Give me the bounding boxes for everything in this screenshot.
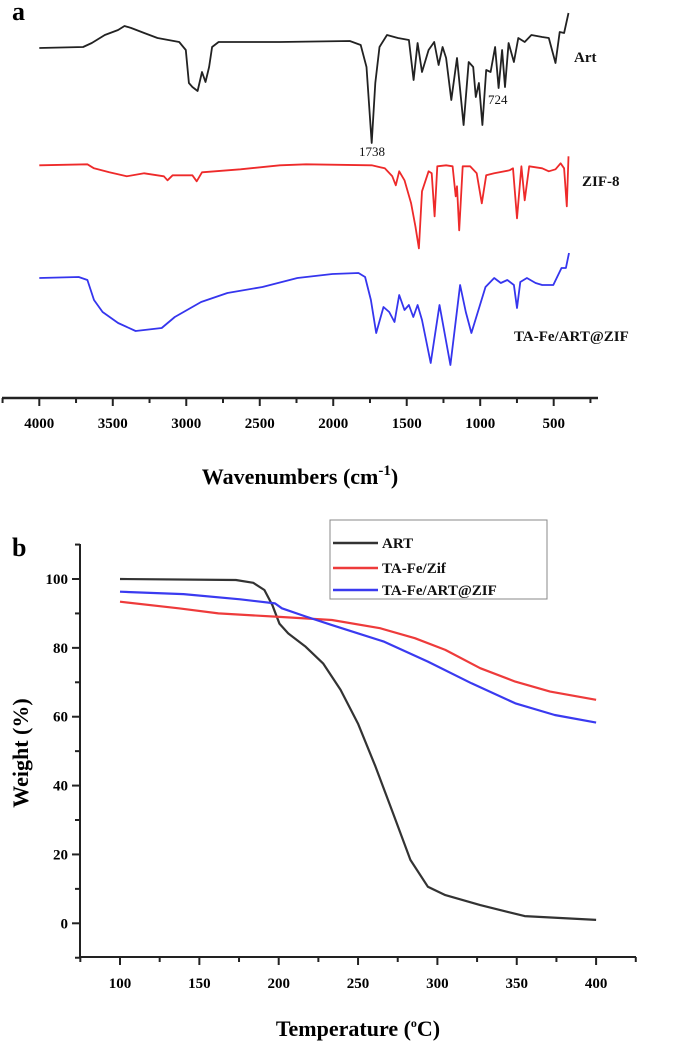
x-tick-label: 100 — [109, 976, 132, 992]
series-label-art: Art — [574, 50, 597, 66]
y-tick-label: 0 — [61, 916, 69, 932]
x-tick-label: 1500 — [392, 416, 422, 432]
series-line-ta-fe-art-zif — [119, 590, 597, 724]
legend-label-ta-fe-art-zif: TA-Fe/ART@ZIF — [382, 583, 497, 599]
y-tick-label: 60 — [53, 710, 68, 726]
panel-a-label: a — [12, 0, 25, 26]
x-tick-label: 4000 — [24, 416, 54, 432]
legend-label-art: ART — [382, 536, 413, 552]
legend-label-ta-fe-zif: TA-Fe/Zif — [382, 561, 447, 577]
x-tick-label: 3000 — [171, 416, 201, 432]
y-tick-label: 80 — [53, 641, 68, 657]
x-tick-label: 2500 — [245, 416, 275, 432]
legend-box — [329, 519, 548, 600]
ftir-traces — [39, 12, 570, 366]
y-tick-label: 20 — [53, 847, 68, 863]
x-tick-label: 1000 — [465, 416, 495, 432]
x-tick-label: 2000 — [318, 416, 348, 432]
x-tick-label: 350 — [506, 976, 529, 992]
axis-ticks-b: 100 150 200 250 300 350 400 0 20 40 60 80 100 — [46, 543, 637, 992]
y-tick-label: 40 — [53, 779, 68, 795]
panel-b-label: b — [12, 533, 26, 562]
x-tick-label: 150 — [188, 976, 211, 992]
x-tick-label: 500 — [542, 416, 565, 432]
x-tick-label: 250 — [347, 976, 370, 992]
x-axis-title-a: Wavenumbers (cm-1) — [202, 463, 398, 489]
series-line-ta-fe-art-zif — [39, 252, 570, 366]
legend: ART TA-Fe/Zif TA-Fe/ART@ZIF — [329, 519, 548, 600]
y-axis-title-b: Weight (%) — [8, 698, 33, 807]
series-line-art — [119, 577, 597, 921]
x-tick-label: 200 — [267, 976, 290, 992]
x-axis-title-b: Temperature (oC) — [276, 1016, 440, 1041]
series-line-art — [39, 12, 570, 144]
series-line-zif-8 — [39, 156, 570, 250]
series-line-ta-fe-zif — [119, 600, 597, 701]
x-tick-label: 400 — [585, 976, 608, 992]
tga-traces — [119, 577, 597, 921]
annotation-1738: 1738 — [359, 144, 385, 159]
series-label-zif8: ZIF-8 — [582, 174, 620, 190]
x-tick-label: 300 — [426, 976, 449, 992]
x-tick-label: 3500 — [98, 416, 128, 432]
y-tick-label: 100 — [46, 572, 69, 588]
annotation-724: 724 — [488, 92, 508, 107]
series-label-ta-fe-art-zif: TA-Fe/ART@ZIF — [514, 329, 629, 345]
x-ticks-a: 4000 3500 3000 2500 2000 1500 1000 500 — [1, 398, 592, 432]
